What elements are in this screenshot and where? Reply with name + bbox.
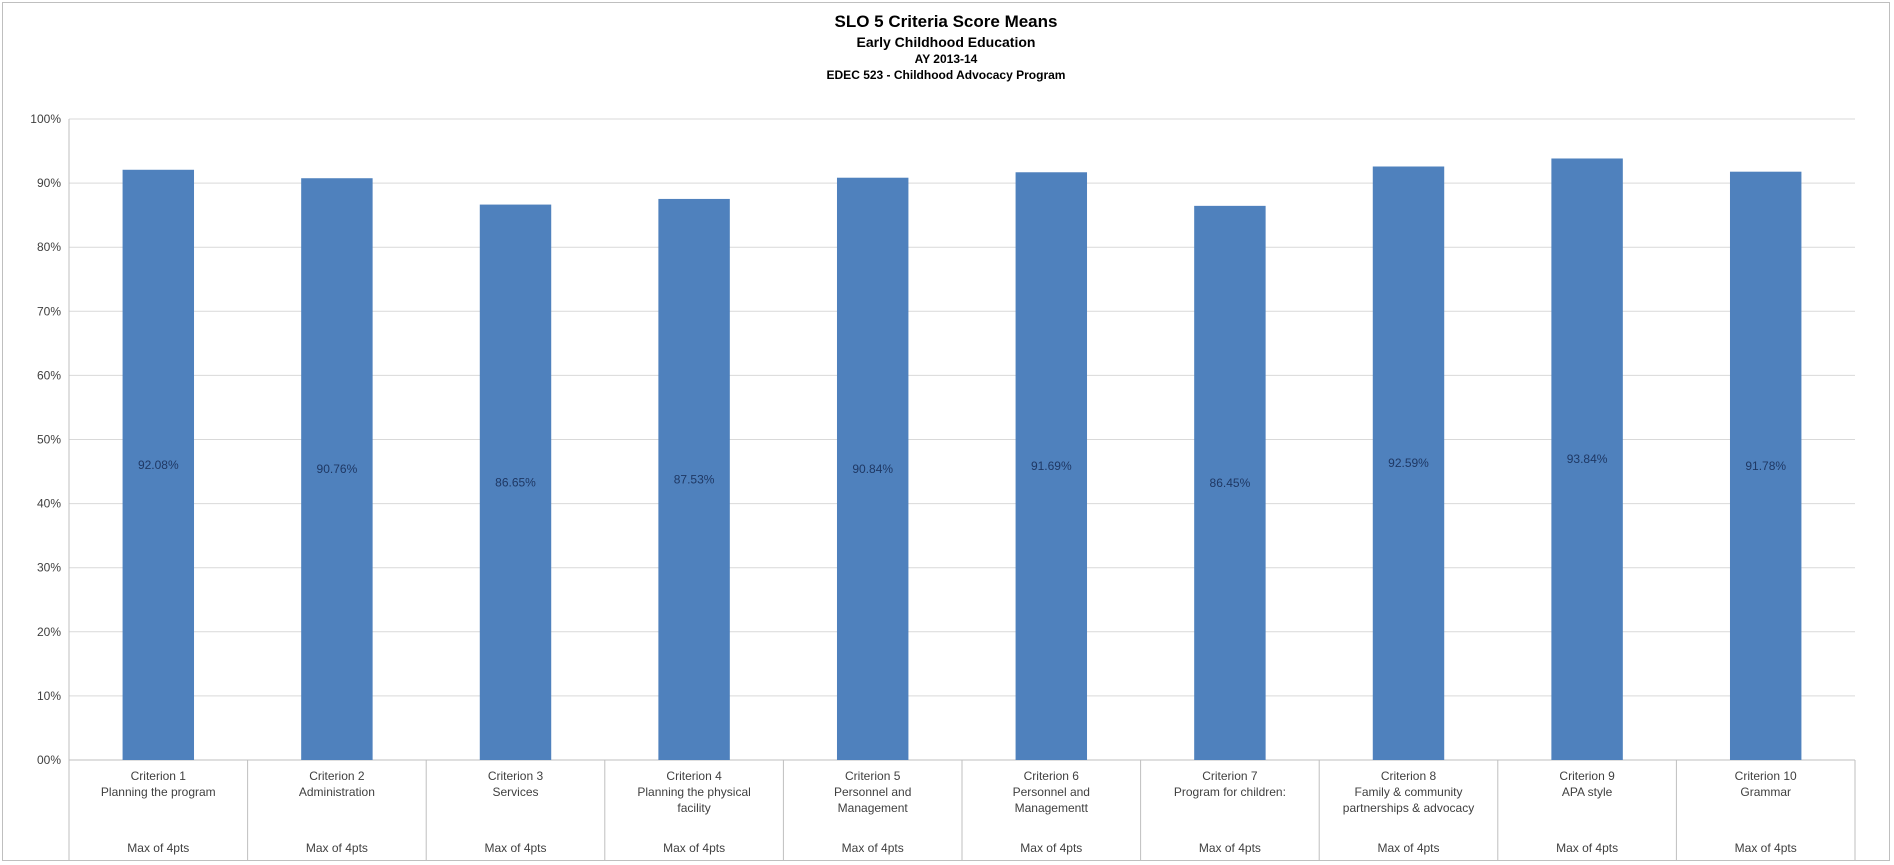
x-tick-label: Grammar [1740, 785, 1791, 799]
x-tick-label: Managementt [1015, 801, 1089, 815]
y-tick-label: 00% [37, 753, 61, 767]
x-tick-footer: Max of 4pts [1735, 841, 1797, 855]
x-tick-label: Criterion 9 [1559, 769, 1615, 783]
data-label: 93.84% [1567, 452, 1608, 466]
x-tick-label: partnerships & advocacy [1343, 801, 1474, 815]
bar [1194, 205, 1266, 761]
x-tick-footer: Max of 4pts [1556, 841, 1618, 855]
y-tick-label: 70% [37, 304, 61, 318]
bar [479, 204, 552, 761]
x-tick-label: Criterion 5 [845, 769, 901, 783]
y-tick-label: 20% [37, 625, 61, 639]
data-label: 91.69% [1031, 459, 1072, 473]
y-tick-label: 50% [37, 433, 61, 447]
x-tick-footer: Max of 4pts [1199, 841, 1261, 855]
bar [1729, 171, 1802, 761]
x-tick-footer: Max of 4pts [1020, 841, 1082, 855]
x-tick-label: Planning the program [101, 785, 216, 799]
y-tick-label: 100% [30, 112, 61, 126]
chart-subtitle-2: AY 2013-14 [914, 52, 978, 66]
x-tick-footer: Max of 4pts [127, 841, 189, 855]
y-tick-label: 80% [37, 240, 61, 254]
x-tick-label: Criterion 7 [1202, 769, 1258, 783]
y-tick-label: 60% [37, 368, 61, 382]
y-tick-label: 40% [37, 497, 61, 511]
x-tick-footer: Max of 4pts [306, 841, 368, 855]
bar [1551, 158, 1623, 760]
data-label: 90.76% [317, 462, 358, 476]
bar [1015, 172, 1088, 761]
chart-subtitle-3: EDEC 523 - Childhood Advocacy Program [826, 68, 1066, 82]
data-label: 90.84% [852, 462, 893, 476]
x-tick-label: Personnel and [834, 785, 911, 799]
x-tick-footer: Max of 4pts [1377, 841, 1439, 855]
x-tick-label: Criterion 1 [131, 769, 187, 783]
bar [1372, 166, 1445, 760]
data-label: 92.08% [138, 458, 179, 472]
y-tick-label: 90% [37, 176, 61, 190]
data-label: 87.53% [674, 472, 715, 486]
bar-chart: 00% 10% 20% 30% 40% 50% 60% 70% 80% 90% 100% 92.08%… [30, 112, 1856, 860]
x-tick-label: Planning the physical [637, 785, 750, 799]
x-tick-label: facility [677, 801, 710, 815]
chart-title: SLO 5 Criteria Score Means [834, 12, 1058, 31]
bar [122, 169, 195, 760]
data-label: 86.65% [495, 475, 536, 489]
x-tick-label: Criterion 10 [1735, 769, 1797, 783]
x-tick-label: APA style [1562, 785, 1613, 799]
y-tick-label: 30% [37, 561, 61, 575]
bar [836, 177, 909, 761]
data-label: 92.59% [1388, 456, 1429, 470]
bar [301, 178, 373, 760]
y-tick-label: 10% [37, 689, 61, 703]
x-tick-label: Criterion 8 [1381, 769, 1437, 783]
x-tick-label: Administration [299, 785, 375, 799]
bar [658, 198, 730, 761]
x-tick-label: Criterion 3 [488, 769, 544, 783]
data-label: 86.45% [1210, 476, 1251, 490]
x-tick-label: Program for children: [1174, 785, 1286, 799]
x-tick-footer: Max of 4pts [484, 841, 546, 855]
x-tick-label: Management [838, 801, 909, 815]
x-tick-label: Family & community [1354, 785, 1462, 799]
x-tick-footer: Max of 4pts [842, 841, 904, 855]
x-tick-label: Personnel and [1013, 785, 1090, 799]
chart-subtitle-1: Early Childhood Education [856, 34, 1036, 50]
x-tick-footer: Max of 4pts [663, 841, 725, 855]
chart-title-block: SLO 5 Criteria Score Means Early Childho… [3, 11, 1889, 83]
x-tick-label: Criterion 2 [309, 769, 365, 783]
x-tick-label: Criterion 6 [1024, 769, 1080, 783]
x-tick-label: Criterion 4 [666, 769, 722, 783]
data-label: 91.78% [1745, 459, 1786, 473]
x-tick-label: Services [492, 785, 538, 799]
